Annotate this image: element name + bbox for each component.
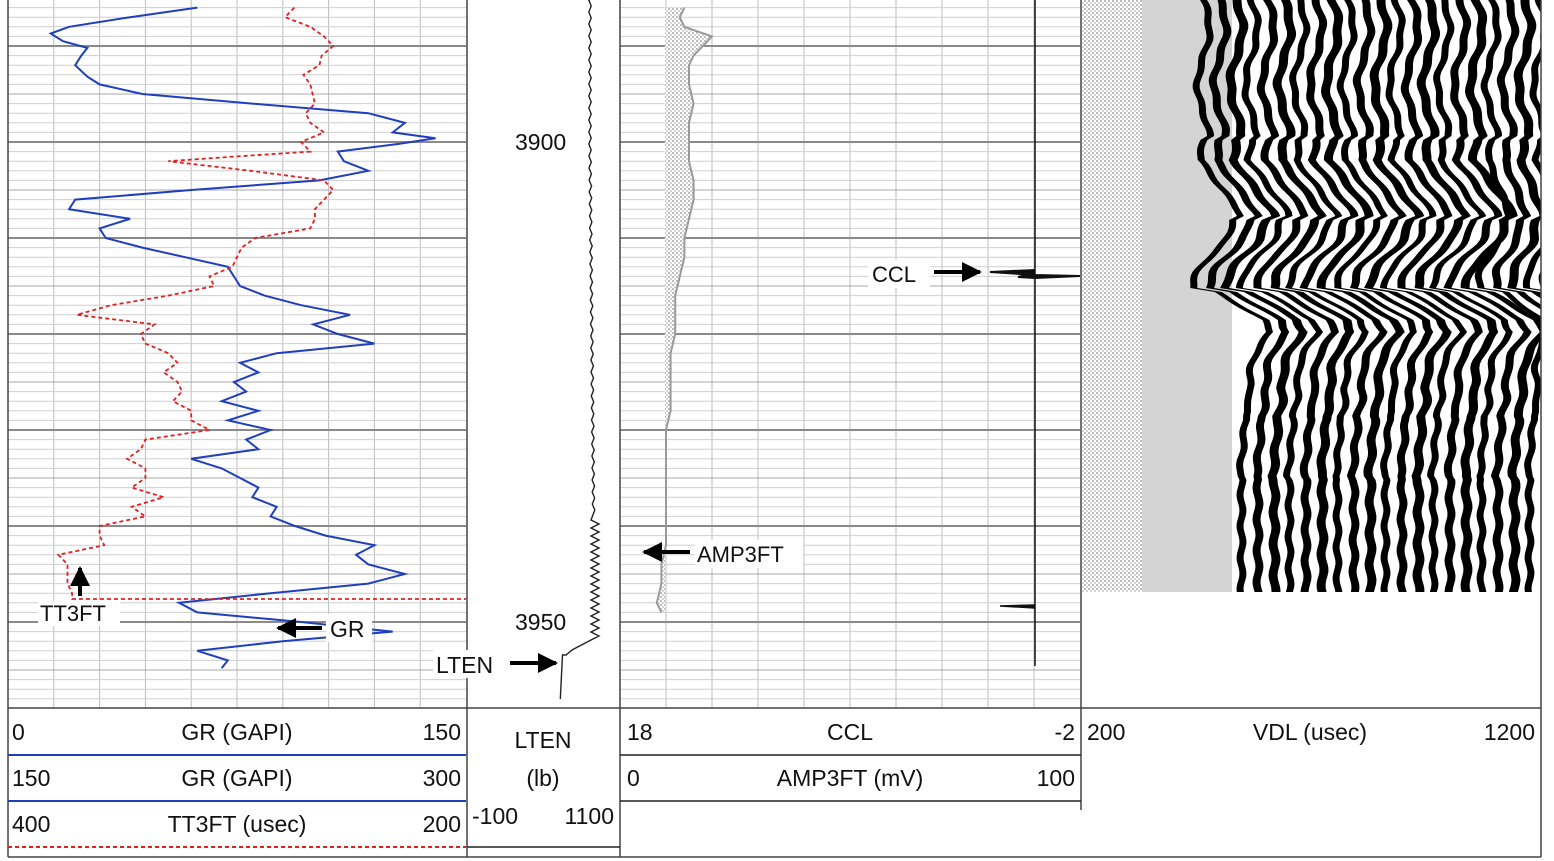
amp3ft-annotation: AMP3FT	[697, 542, 784, 567]
scale-left: 0	[627, 765, 640, 791]
scale-right: 100	[1037, 765, 1075, 791]
lten-title: LTEN	[514, 727, 571, 753]
lten-label-bg	[433, 650, 505, 678]
depth-label: 3900	[515, 129, 566, 155]
scale-left: 0	[12, 719, 25, 745]
track3-curves	[655, 0, 1080, 666]
amp3ft-fill	[656, 7, 712, 613]
track4-vdl	[1082, 0, 1554, 708]
annotations: GR TT3FT LTEN AMP3FT CCL	[38, 260, 982, 678]
tt3ft-label-bg	[38, 600, 120, 626]
gr-curve	[48, 6, 436, 669]
lten-unit: (lb)	[526, 765, 559, 791]
track2-depth: 3900 3950	[515, 0, 601, 700]
track-borders	[7, 0, 1542, 858]
scale-name: CCL	[827, 719, 873, 745]
scale-right: 300	[423, 765, 461, 791]
scale-name: TT3FT (usec)	[168, 811, 307, 837]
amp3ft-label-bg	[695, 540, 803, 568]
scale-right: 1200	[1484, 719, 1535, 745]
scale-header: 0 GR (GAPI) 150 150 GR (GAPI) 300 400 TT3FT (us…	[8, 719, 1535, 848]
scale-left: 18	[627, 719, 653, 745]
vdl-band	[1507, 0, 1554, 307]
vdl-band	[1190, 0, 1273, 592]
vdl-band	[1397, 0, 1483, 592]
tt3ft-curve	[56, 6, 466, 600]
scale-name: GR (GAPI)	[181, 719, 292, 745]
amp3ft-curve	[655, 7, 714, 613]
lten-left: -100	[472, 803, 518, 829]
gr-label-bg	[326, 614, 372, 642]
lten-right: 1100	[565, 803, 614, 829]
vdl-band	[1253, 0, 1339, 592]
track1-grid	[8, 0, 466, 708]
scale-right: 150	[423, 719, 461, 745]
scale-name: AMP3FT (mV)	[777, 765, 924, 791]
vdl-mask	[1082, 592, 1540, 708]
ccl-label-bg	[868, 260, 930, 288]
scale-left: 200	[1087, 719, 1125, 745]
track1-curves	[48, 6, 466, 669]
ccl-spike	[999, 604, 1036, 609]
scale-left: 150	[12, 765, 50, 791]
vdl-band	[1491, 0, 1554, 592]
vdl-mask	[1541, 0, 1554, 592]
lten-annotation: LTEN	[436, 652, 493, 678]
vdl-noise	[1082, 0, 1142, 592]
gr-annotation: GR	[330, 616, 365, 642]
scale-right: 200	[423, 811, 461, 837]
scale-right: -2	[1055, 719, 1075, 745]
ccl-spike	[989, 269, 1080, 280]
ccl-annotation: CCL	[872, 262, 916, 287]
vdl-band	[1334, 0, 1417, 592]
depth-label: 3950	[515, 609, 566, 635]
track3-grid	[620, 0, 1080, 708]
lten-curve	[559, 0, 601, 700]
scale-name: VDL (usec)	[1253, 719, 1367, 745]
vdl-band	[1474, 0, 1552, 592]
tt3ft-annotation: TT3FT	[40, 601, 106, 626]
scale-name: GR (GAPI)	[181, 765, 292, 791]
scale-left: 400	[12, 811, 50, 837]
